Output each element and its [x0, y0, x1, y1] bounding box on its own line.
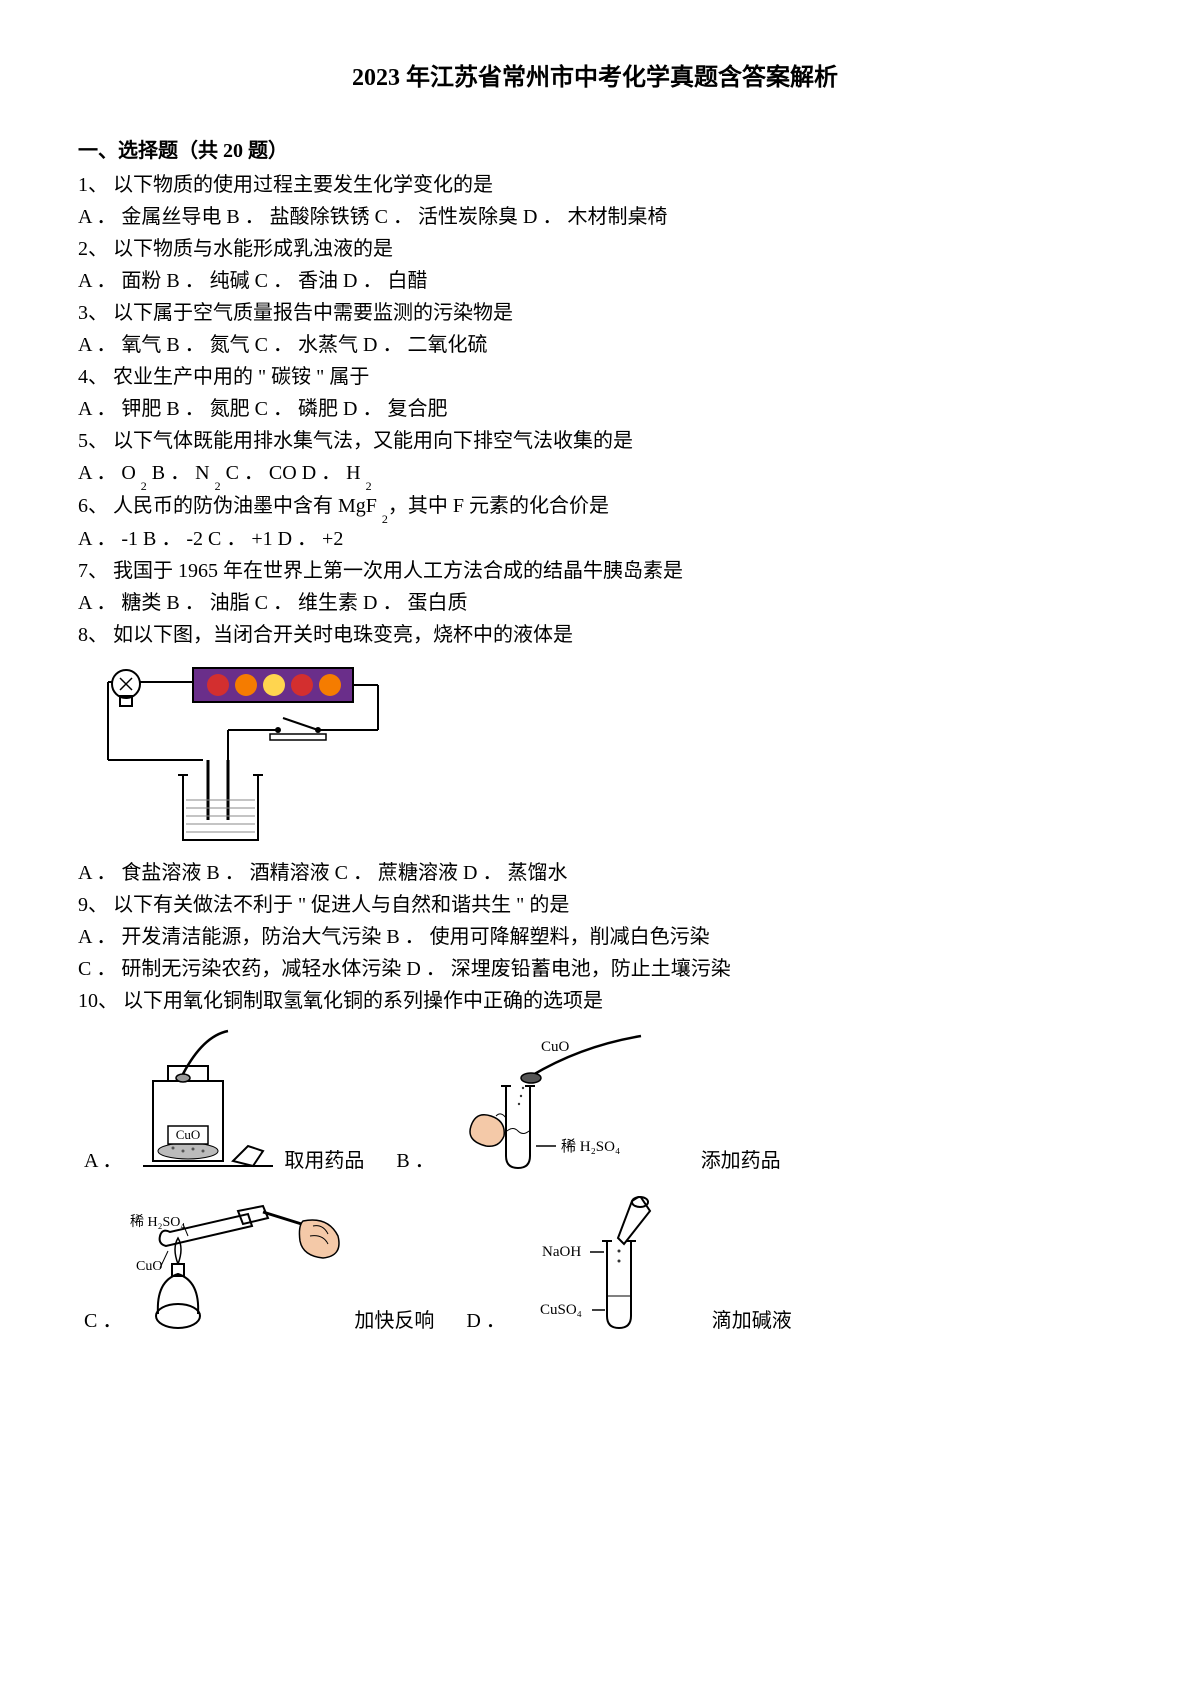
- q3-options: A ． 氧气 B ． 氮气 C ． 水蒸气 D ． 二氧化硫: [78, 330, 1112, 360]
- q10-figB: 稀 H₂SO₄ CuO: [441, 1026, 661, 1176]
- q5-options: A ． O 2 B ． N 2 C ． CO D ． H 2: [78, 458, 1112, 489]
- q2-stem: 2、 以下物质与水能形成乳浊液的是: [78, 234, 1112, 264]
- q4-stem: 4、 农业生产中用的 " 碳铵 " 属于: [78, 362, 1112, 392]
- q10-optC-pre: C ．: [84, 1306, 122, 1336]
- q5-sub3: 2: [366, 479, 372, 493]
- q3-stem: 3、 以下属于空气质量报告中需要监测的污染物是: [78, 298, 1112, 328]
- q10-figure-row1: A ． CuO 取用药品 B ． 稀: [78, 1026, 1112, 1176]
- q1-options: A ． 金属丝导电 B ． 盐酸除铁锈 C ． 活性炭除臭 D ． 木材制桌椅: [78, 202, 1112, 232]
- q10-optA-label: 取用药品: [284, 1146, 364, 1176]
- q10-optD-label: 滴加碱液: [712, 1306, 792, 1336]
- q10-optB-pre: B ．: [396, 1146, 434, 1176]
- q10-figC: CuO 稀 H₂SO₄: [128, 1196, 348, 1336]
- q7-stem: 7、 我国于 1965 年在世界上第一次用人工方法合成的结晶牛胰岛素是: [78, 556, 1112, 586]
- q10-figure-row2: C ． CuO 稀 H₂SO₄ 加快反响 D ．: [78, 1196, 1112, 1336]
- svg-text:CuSO₄: CuSO₄: [540, 1302, 582, 1318]
- q1-stem: 1、 以下物质的使用过程主要发生化学变化的是: [78, 170, 1112, 200]
- q6-stem-pre: 6、 人民币的防伪油墨中含有 MgF: [78, 495, 382, 517]
- svg-text:稀 H₂SO₄: 稀 H₂SO₄: [561, 1138, 620, 1155]
- q5-sub1: 2: [141, 479, 147, 493]
- q10-stem: 10、 以下用氧化铜制取氢氧化铜的系列操作中正确的选项是: [78, 986, 1112, 1016]
- q5-stem: 5、 以下气体既能用排水集气法，又能用向下排空气法收集的是: [78, 426, 1112, 456]
- q9-line1: A ． 开发清洁能源，防治大气污染 B ． 使用可降解塑料，削减白色污染: [78, 922, 1112, 952]
- q6-options: A ． -1 B ． -2 C ． +1 D ． +2: [78, 524, 1112, 554]
- q10-optB-label: 添加药品: [701, 1146, 781, 1176]
- q4-options: A ． 钾肥 B ． 氮肥 C ． 磷肥 D ． 复合肥: [78, 394, 1112, 424]
- q7-options: A ． 糖类 B ． 油脂 C ． 维生素 D ． 蛋白质: [78, 588, 1112, 618]
- svg-text:CuO: CuO: [541, 1039, 570, 1055]
- q2-options: A ． 面粉 B ． 纯碱 C ． 香油 D ． 白醋: [78, 266, 1112, 296]
- q8-figure: [78, 660, 1112, 850]
- svg-text:NaOH: NaOH: [542, 1244, 581, 1260]
- svg-text:CuO: CuO: [136, 1259, 162, 1274]
- q10-optD-pre: D ．: [466, 1306, 505, 1336]
- svg-text:稀 H₂SO₄: 稀 H₂SO₄: [130, 1214, 185, 1230]
- q5-sub2: 2: [215, 479, 221, 493]
- q9-line2: C ． 研制无污染农药，减轻水体污染 D ． 深埋废铅蓄电池，防止土壤污染: [78, 954, 1112, 984]
- q9-stem: 9、 以下有关做法不利于 " 促进人与自然和谐共生 " 的是: [78, 890, 1112, 920]
- section-header: 一、选择题（共 20 题）: [78, 136, 1112, 166]
- q6-stem: 6、 人民币的防伪油墨中含有 MgF 2，其中 F 元素的化合价是: [78, 491, 1112, 522]
- svg-text:CuO: CuO: [176, 1127, 201, 1142]
- q10-figA: CuO: [128, 1026, 278, 1176]
- q8-stem: 8、 如以下图，当闭合开关时电珠变亮，烧杯中的液体是: [78, 620, 1112, 650]
- q5-opt-mid2: C ． CO D ． H: [221, 462, 366, 484]
- q8-options: A ． 食盐溶液 B ． 酒精溶液 C ． 蔗糖溶液 D ． 蒸馏水: [78, 858, 1112, 888]
- q5-opt-mid1: B ． N: [147, 462, 215, 484]
- q10-figD: NaOH CuSO₄: [512, 1196, 682, 1336]
- q5-opt-pre: A ． O: [78, 462, 141, 484]
- q6-sub: 2: [382, 512, 388, 526]
- q10-optA-pre: A ．: [84, 1146, 122, 1176]
- q6-stem-post: ，其中 F 元素的化合价是: [388, 495, 609, 517]
- page-title: 2023 年江苏省常州市中考化学真题含答案解析: [78, 60, 1112, 96]
- q10-optC-label: 加快反响: [354, 1306, 434, 1336]
